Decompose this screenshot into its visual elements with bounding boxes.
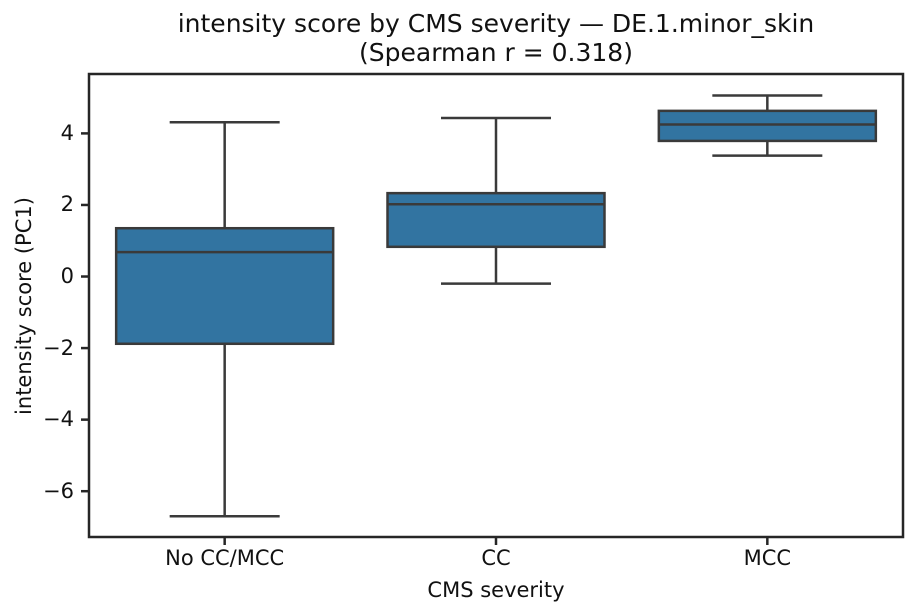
iqr-box (657, 109, 878, 143)
box-cc (386, 116, 606, 285)
chart-title-line1: intensity score by CMS severity — DE.1.m… (177, 9, 815, 38)
box-no-cc-mcc (114, 121, 335, 518)
x-tick-label: MCC (743, 546, 792, 570)
iqr-box (386, 191, 606, 249)
y-tick-label: 4 (60, 120, 74, 145)
y-tick-label: 2 (60, 192, 74, 217)
y-tick-label: −6 (43, 478, 74, 503)
chart-title-line2: (Spearman r = 0.318) (359, 38, 633, 67)
y-tick-label: −2 (43, 335, 74, 360)
y-tick-label: −4 (43, 407, 74, 432)
x-axis-label: CMS severity (427, 578, 565, 602)
x-tick-label: CC (481, 546, 511, 570)
y-tick-label: 0 (60, 264, 74, 289)
x-tick-label: No CC/MCC (165, 546, 285, 570)
iqr-box (114, 226, 335, 346)
box-mcc (657, 94, 878, 157)
chart-title: intensity score by CMS severity — DE.1.m… (89, 9, 903, 67)
